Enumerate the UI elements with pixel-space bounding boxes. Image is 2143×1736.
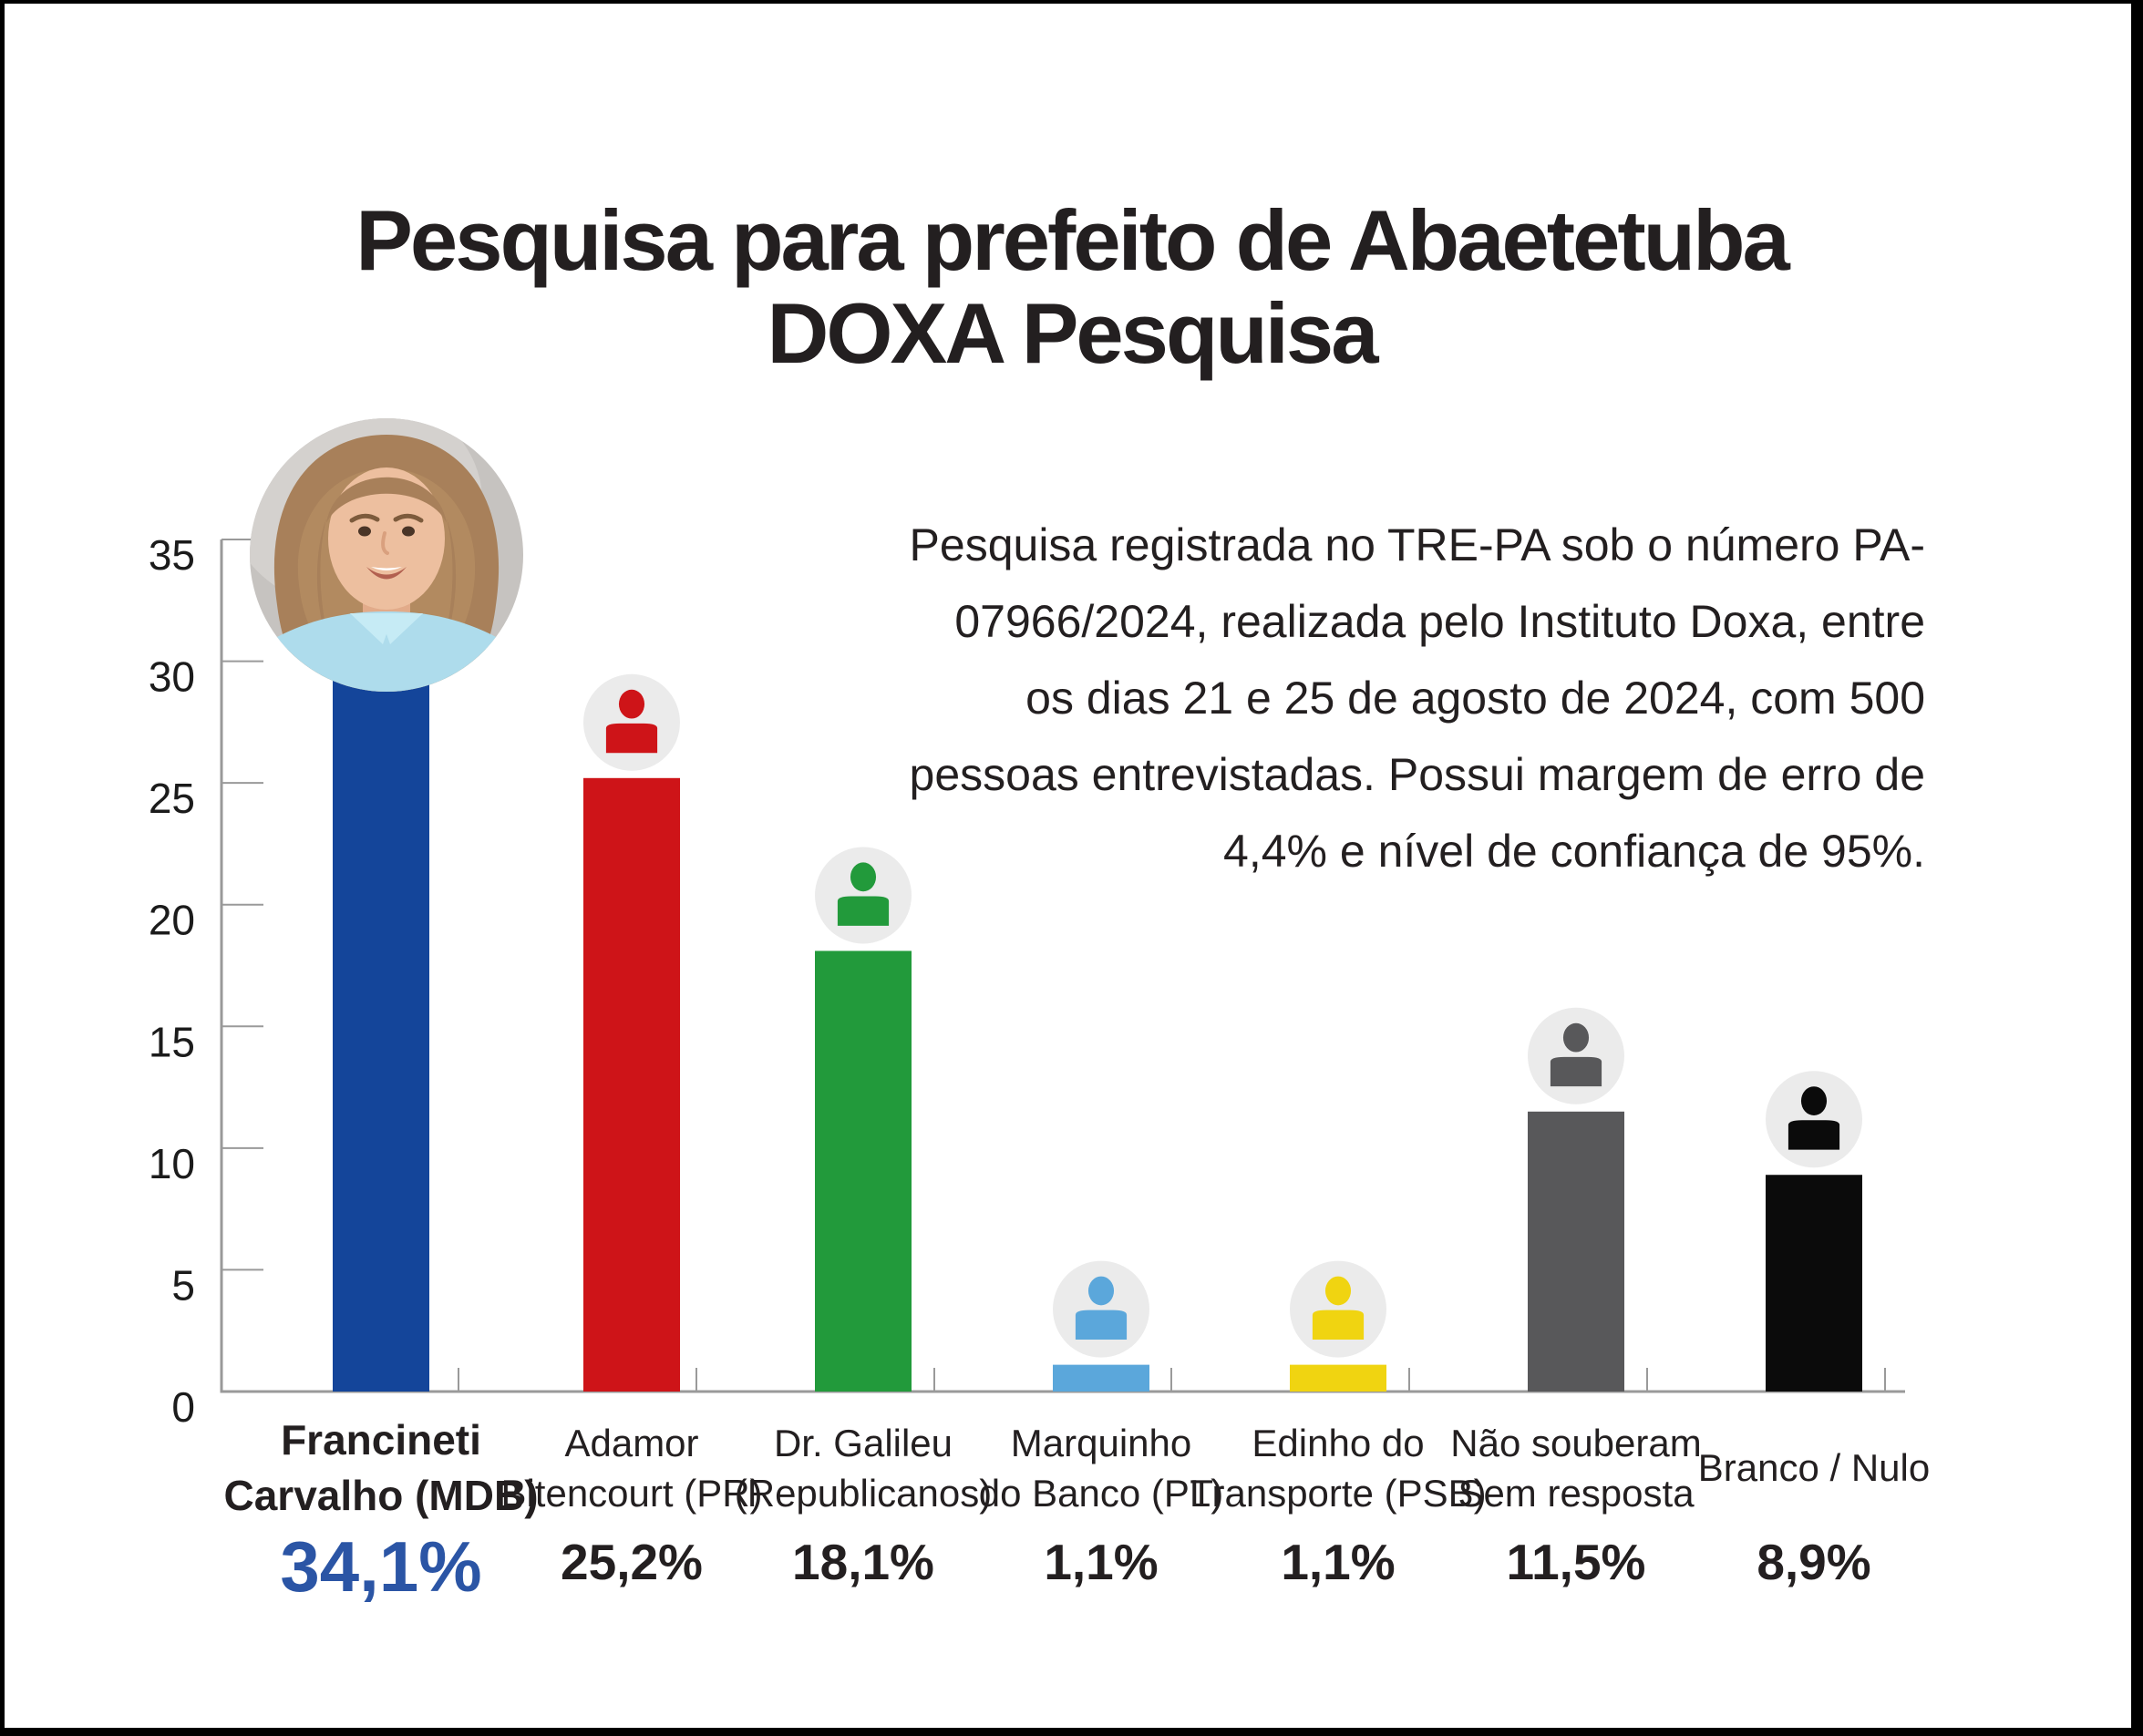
poll-bar <box>1290 1364 1386 1392</box>
person-icon <box>583 673 680 771</box>
person-icon <box>1528 1007 1624 1104</box>
candidate-photo <box>250 418 523 693</box>
person-icon-body <box>837 896 890 926</box>
person-icon-head <box>1800 1086 1828 1116</box>
poll-bar <box>1053 1364 1149 1392</box>
person-icon-head <box>1087 1276 1115 1306</box>
face <box>328 467 445 611</box>
methodology-note: Pesquisa registrada no TRE-PA sob o núme… <box>909 519 1925 877</box>
y-axis-tick-label: 0 <box>171 1383 195 1431</box>
poll-bar <box>1528 1111 1624 1392</box>
person-icon-body <box>1788 1120 1840 1150</box>
person-icon-circle <box>1528 1007 1624 1104</box>
frame-border-left <box>0 0 5 1736</box>
y-axis-tick-label: 5 <box>171 1261 195 1309</box>
person-icon-body <box>1312 1310 1365 1341</box>
poll-bar <box>333 561 429 1392</box>
page-title-line1: Pesquisa para prefeito de Abaetetuba <box>355 191 1790 288</box>
y-axis-tick-label: 25 <box>149 775 195 822</box>
frame-border-bottom <box>0 1728 2143 1736</box>
frame-border-top <box>0 0 2143 4</box>
person-icon-body <box>1550 1056 1602 1087</box>
y-axis-tick-label: 10 <box>149 1140 195 1187</box>
person-icon-head <box>618 689 645 719</box>
person-icon-circle <box>1290 1260 1386 1358</box>
y-axis-tick-label: 30 <box>149 653 195 701</box>
shirt <box>250 611 523 693</box>
person-icon-head <box>850 862 877 892</box>
y-axis-tick-label: 15 <box>149 1018 195 1065</box>
person-icon-circle <box>583 673 680 771</box>
person-icon-circle <box>1766 1071 1862 1168</box>
person-icon-body <box>1075 1310 1128 1341</box>
y-axis-tick-label: 20 <box>149 897 195 944</box>
person-icon <box>815 847 912 944</box>
person-icon-head <box>1324 1276 1352 1306</box>
smile <box>366 567 407 580</box>
poll-bar <box>1766 1175 1862 1392</box>
person-icon-body <box>605 723 658 754</box>
person-icon <box>1766 1071 1862 1168</box>
frame-border-right <box>2131 0 2143 1736</box>
page-title: Pesquisa para prefeito de Abaetetuba DOXA… <box>0 191 2143 382</box>
person-icon <box>1053 1260 1149 1358</box>
person-icon-head <box>1562 1022 1590 1053</box>
poll-bar <box>583 777 680 1392</box>
person-icon-circle <box>1053 1260 1149 1358</box>
poll-bar <box>815 950 912 1392</box>
person-icon <box>1290 1260 1386 1358</box>
y-axis-tick-label: 35 <box>149 531 195 579</box>
page-title-line2: DOXA Pesquisa <box>767 285 1379 382</box>
person-icon-circle <box>815 847 912 944</box>
